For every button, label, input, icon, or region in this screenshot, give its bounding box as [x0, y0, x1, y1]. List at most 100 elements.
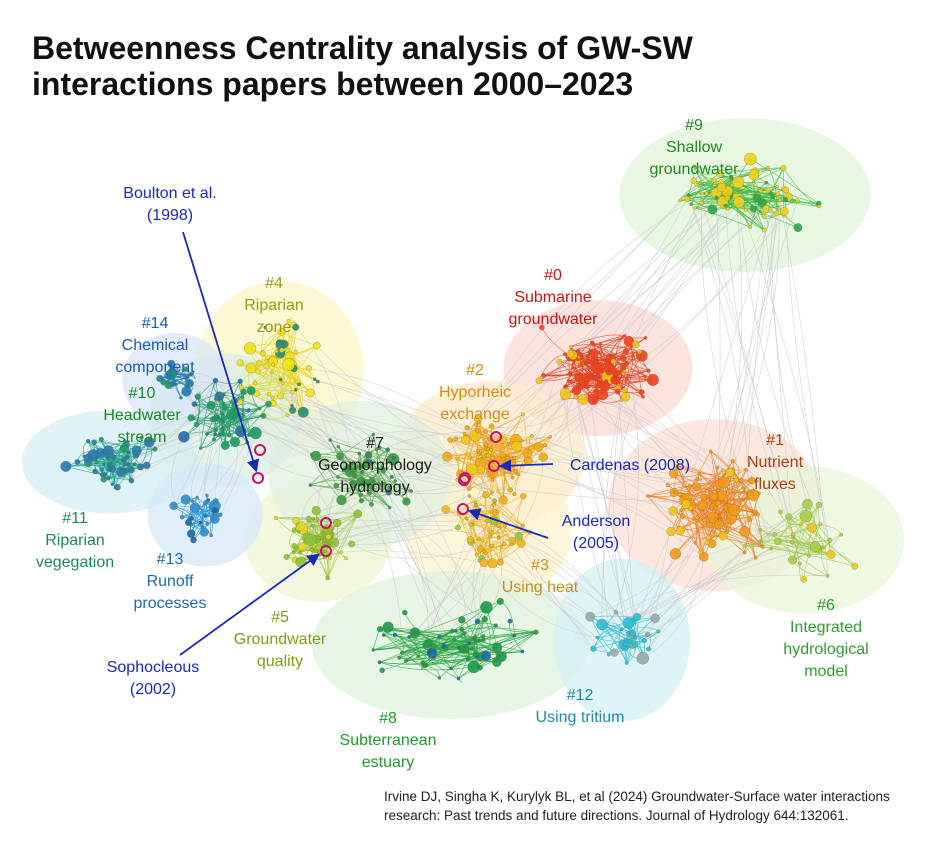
- inter-edge: [192, 372, 241, 432]
- paper-node: [790, 540, 795, 545]
- cluster-id: #5: [271, 609, 289, 626]
- paper-node: [585, 354, 590, 359]
- paper-node: [489, 543, 495, 549]
- intra-edge: [465, 439, 528, 454]
- paper-node: [313, 341, 321, 350]
- cluster-name-line: component: [115, 359, 195, 376]
- intra-edge: [484, 543, 513, 552]
- paper-node: [366, 458, 373, 465]
- inter-edge: [406, 501, 446, 648]
- paper-node: [285, 413, 290, 417]
- paper-node: [729, 174, 734, 179]
- paper-node: [479, 558, 489, 568]
- paper-node: [409, 627, 421, 639]
- paper-node: [595, 635, 600, 640]
- intra-edge: [759, 541, 832, 555]
- paper-node: [432, 643, 438, 650]
- cluster-name-line: groundwater: [509, 311, 599, 328]
- paper-node: [742, 550, 747, 555]
- paper-node: [556, 358, 563, 365]
- paper-node: [279, 347, 285, 353]
- paper-node: [167, 359, 176, 368]
- paper-node: [320, 531, 325, 535]
- paper-node: [333, 482, 340, 489]
- paper-node: [590, 645, 597, 652]
- cluster-name-line: hydrological: [783, 641, 868, 658]
- paper-node: [582, 365, 587, 370]
- cluster-label-5: #5 Groundwater quality: [234, 609, 327, 670]
- paper-node: [336, 475, 340, 479]
- paper-node: [692, 482, 701, 492]
- paper-node: [488, 535, 493, 539]
- paper-node: [579, 355, 584, 360]
- paper-node: [637, 349, 642, 355]
- paper-node: [243, 342, 257, 355]
- paper-node: [361, 462, 366, 467]
- paper-node: [473, 639, 478, 645]
- intra-edge: [679, 179, 714, 201]
- intra-edge: [222, 381, 241, 430]
- paper-node: [676, 526, 685, 535]
- paper-node: [621, 392, 631, 402]
- cluster-name-line: Runoff: [147, 573, 194, 590]
- paper-node: [741, 485, 745, 490]
- paper-node: [483, 441, 489, 447]
- paper-node: [311, 516, 316, 521]
- paper-node: [380, 468, 386, 474]
- inter-edge: [723, 184, 794, 535]
- cluster-name-line: Submarine: [514, 289, 591, 306]
- paper-node: [714, 532, 718, 536]
- paper-node: [213, 414, 219, 420]
- paper-node: [818, 522, 823, 527]
- paper-node: [452, 637, 457, 642]
- paper-label-line: Sophocleous: [107, 659, 200, 676]
- inter-edge: [738, 202, 821, 525]
- paper-node: [481, 637, 486, 643]
- paper-node: [629, 629, 636, 637]
- paper-node: [246, 386, 256, 396]
- paper-node: [220, 431, 226, 437]
- paper-node: [624, 661, 629, 665]
- cluster-name-line: Integrated: [790, 619, 862, 636]
- intra-edge: [399, 651, 523, 659]
- paper-node: [748, 225, 753, 229]
- paper-node: [496, 597, 504, 605]
- paper-node: [316, 379, 320, 384]
- paper-node: [675, 465, 679, 470]
- paper-node: [713, 517, 718, 522]
- paper-node: [469, 646, 474, 651]
- paper-node: [106, 462, 111, 467]
- paper-node: [827, 537, 833, 543]
- paper-node: [666, 527, 676, 537]
- cluster-label-14: #14 Chemical component: [115, 315, 195, 376]
- paper-node: [506, 441, 511, 446]
- paper-node: [106, 456, 110, 460]
- inter-edge: [626, 492, 675, 664]
- paper-node: [623, 360, 630, 367]
- annotation-arrow: [182, 231, 260, 473]
- cluster-name-line: Headwater: [103, 407, 181, 424]
- paper-node: [705, 534, 712, 541]
- paper-node: [757, 198, 767, 208]
- paper-node: [517, 539, 526, 548]
- paper-node: [586, 373, 594, 380]
- paper-node: [188, 372, 193, 377]
- paper-node: [770, 194, 776, 199]
- paper-node: [493, 623, 498, 628]
- paper-node: [291, 550, 296, 554]
- paper-node: [91, 439, 97, 445]
- intra-edge: [373, 434, 380, 485]
- cluster-name-line: vegegation: [36, 554, 114, 571]
- cluster-label-0: #0 Submarine groundwater: [509, 267, 599, 328]
- paper-node: [492, 642, 503, 653]
- paper-node: [758, 539, 762, 544]
- paper-node: [282, 358, 295, 371]
- paper-node: [733, 477, 739, 483]
- paper-node: [762, 227, 767, 233]
- highlight-ring: [252, 472, 264, 484]
- intra-edge: [679, 487, 744, 531]
- inter-edge: [648, 541, 760, 650]
- paper-node: [387, 505, 392, 510]
- paper-node: [713, 506, 718, 511]
- paper-node: [476, 420, 481, 425]
